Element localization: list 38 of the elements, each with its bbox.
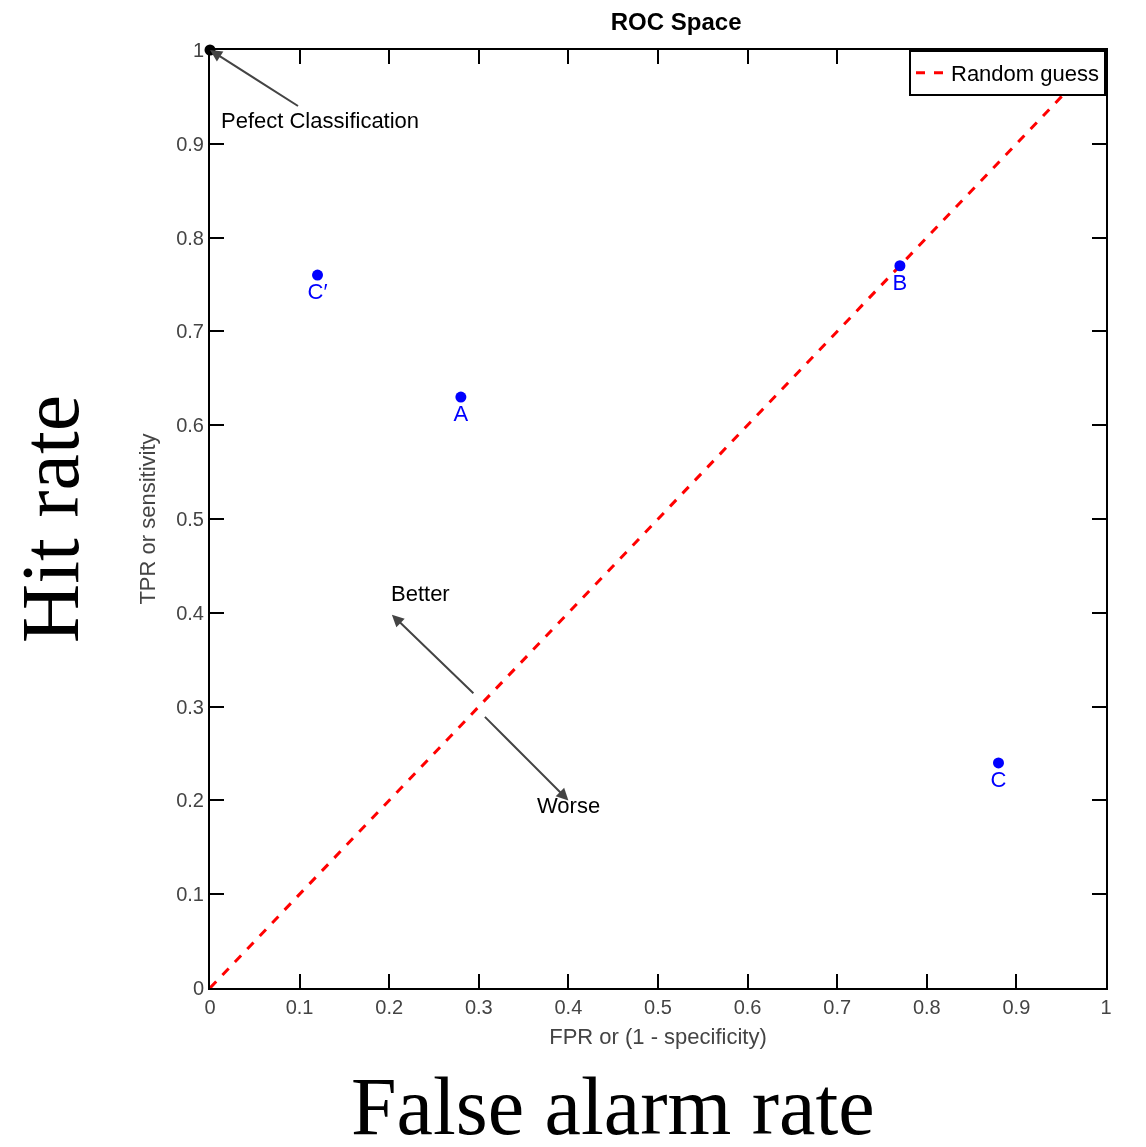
series-label: B: [892, 270, 908, 296]
y-axis-title: TPR or sensitivity: [135, 433, 161, 605]
x-tick-label: 0.3: [464, 996, 493, 1018]
chart-title: ROC Space: [610, 8, 742, 36]
x-tick-label: 0.4: [554, 996, 583, 1018]
point: [992, 757, 1004, 769]
x-tick-label: 0.7: [823, 996, 852, 1018]
y-tick-label: 0.3: [176, 695, 204, 718]
x-tick-label: 0.6: [733, 996, 762, 1018]
x-axis-title: FPR or (1 - specificity): [549, 1024, 767, 1050]
series-label: C′: [307, 279, 328, 305]
point: [312, 269, 324, 281]
annotation: Better: [391, 581, 450, 606]
x-tick-label: 0.1: [285, 996, 314, 1018]
x-tick-label: 0.5: [644, 996, 672, 1018]
y-tick-label: 0.7: [176, 320, 204, 343]
y-tick-label: 0.1: [176, 883, 204, 906]
y-tick-label: 0.6: [176, 414, 204, 437]
legend-label: Random guess: [951, 61, 1099, 87]
series-label: C: [990, 767, 1007, 793]
y-tick-label: 0.5: [176, 508, 204, 530]
y-tick-label: 1: [192, 39, 204, 61]
y-tick-label: 0.9: [176, 132, 204, 155]
y-tick-label: 0: [192, 977, 204, 999]
point: [455, 391, 467, 403]
x-tick-label: 1: [1100, 996, 1112, 1018]
annotation: Worse: [537, 793, 601, 818]
annotation: Pefect Classification: [221, 108, 420, 133]
text: Hit rate: [5, 394, 96, 643]
x-tick-label: 0.9: [1002, 996, 1031, 1018]
y-tick-label: 0.2: [176, 789, 204, 812]
point: [894, 260, 906, 272]
text: False alarm rate: [351, 1061, 875, 1147]
y-tick-label: 0.4: [176, 601, 204, 624]
x-tick-label: 0.2: [375, 996, 404, 1018]
y-tick-label: 0.8: [176, 226, 204, 249]
series-label: A: [453, 401, 469, 427]
x-tick-label: 0.8: [912, 996, 941, 1018]
